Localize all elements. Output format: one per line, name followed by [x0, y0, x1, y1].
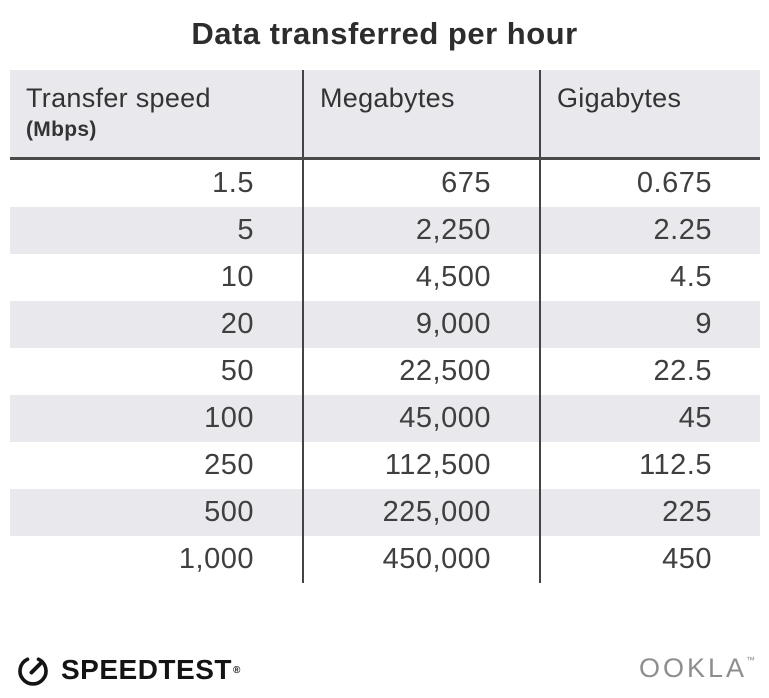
- table-cell: 2,250: [302, 207, 539, 254]
- table-cell: 22.5: [539, 348, 760, 395]
- table-cell: 675: [302, 160, 539, 207]
- table-row: 10 4,500 4.5: [10, 254, 760, 301]
- table-cell: 9,000: [302, 301, 539, 348]
- page-title: Data transferred per hour: [191, 16, 578, 51]
- table-cell: 250: [204, 449, 254, 481]
- speedtest-gauge-icon: [18, 657, 48, 686]
- table-cell: 4,500: [302, 254, 539, 301]
- table-cell: 4.5: [539, 254, 760, 301]
- table-row: 1,000 450,000 450: [10, 536, 760, 583]
- speedtest-wordmark: SPEEDTEST: [61, 654, 232, 685]
- table-cell: 225: [539, 489, 760, 536]
- column-header-transfer-speed: Transfer speed (Mbps): [10, 70, 302, 157]
- ookla-wordmark: OOKLA: [638, 653, 747, 683]
- table-row: 50 22,500 22.5: [10, 348, 760, 395]
- table-cell: 5: [237, 214, 254, 246]
- table-row: 500 225,000 225: [10, 489, 760, 536]
- table-cell: 9: [539, 301, 760, 348]
- table-cell: 45: [539, 395, 760, 442]
- table-cell: 10: [220, 261, 254, 293]
- table-cell: 50: [220, 355, 254, 387]
- table-cell: 1.5: [212, 167, 254, 199]
- trademark-symbol: ™: [746, 655, 755, 665]
- table-cell: 45,000: [302, 395, 539, 442]
- column-header-unit: (Mbps): [26, 118, 97, 141]
- table-header-row: Transfer speed (Mbps) Megabytes Gigabyte…: [10, 70, 760, 160]
- footer: SPEEDTEST ® OOKLA™: [0, 650, 769, 690]
- table-cell: 225,000: [302, 489, 539, 536]
- column-header-label: Megabytes: [320, 83, 455, 113]
- table-cell: 20: [220, 308, 254, 340]
- table-cell: 112,500: [302, 442, 539, 489]
- column-header-gigabytes: Gigabytes: [539, 70, 760, 157]
- table-cell: 450,000: [302, 536, 539, 583]
- table-row: 100 45,000 45: [10, 395, 760, 442]
- column-header-label: Transfer speed: [26, 83, 211, 113]
- ookla-logo: OOKLA™: [639, 653, 755, 684]
- column-header-label: Gigabytes: [557, 83, 682, 113]
- table-row: 1.5 675 0.675: [10, 160, 760, 207]
- speedtest-logo: SPEEDTEST ®: [15, 652, 240, 688]
- table-row: 5 2,250 2.25: [10, 207, 760, 254]
- table-row: 250 112,500 112.5: [10, 442, 760, 489]
- registered-trademark-symbol: ®: [232, 664, 241, 676]
- table-cell: 112.5: [539, 442, 760, 489]
- table-body: 1.5 675 0.675 5 2,250 2.25 10 4,500 4.5 20 9,000 9 5…: [10, 160, 760, 583]
- table-cell: 450: [539, 536, 760, 583]
- table-cell: 1,000: [178, 543, 254, 575]
- column-header-megabytes: Megabytes: [302, 70, 539, 157]
- table-row: 20 9,000 9: [10, 301, 760, 348]
- table-cell: 2.25: [539, 207, 760, 254]
- table-cell: 0.675: [539, 160, 760, 207]
- table-cell: 100: [204, 402, 254, 434]
- table-cell: 22,500: [302, 348, 539, 395]
- table-cell: 500: [204, 496, 254, 528]
- data-table: Transfer speed (Mbps) Megabytes Gigabyte…: [10, 70, 760, 583]
